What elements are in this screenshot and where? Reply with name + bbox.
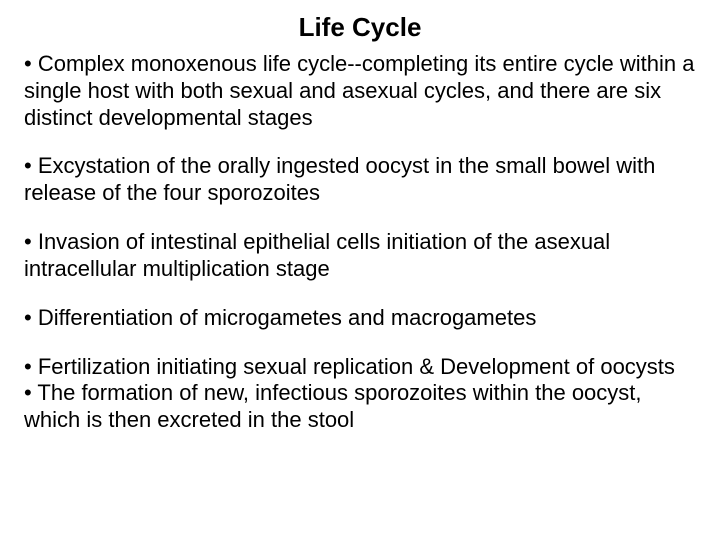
list-item: Excystation of the orally ingested oocys… [24, 153, 696, 207]
bullet-list: Complex monoxenous life cycle--completin… [24, 51, 696, 434]
list-item: Invasion of intestinal epithelial cells … [24, 229, 696, 283]
list-item: Complex monoxenous life cycle--completin… [24, 51, 696, 131]
list-item: Differentiation of microgametes and macr… [24, 305, 696, 332]
page-title: Life Cycle [24, 12, 696, 43]
list-item: Fertilization initiating sexual replicat… [24, 354, 696, 381]
list-item: The formation of new, infectious sporozo… [24, 380, 696, 434]
